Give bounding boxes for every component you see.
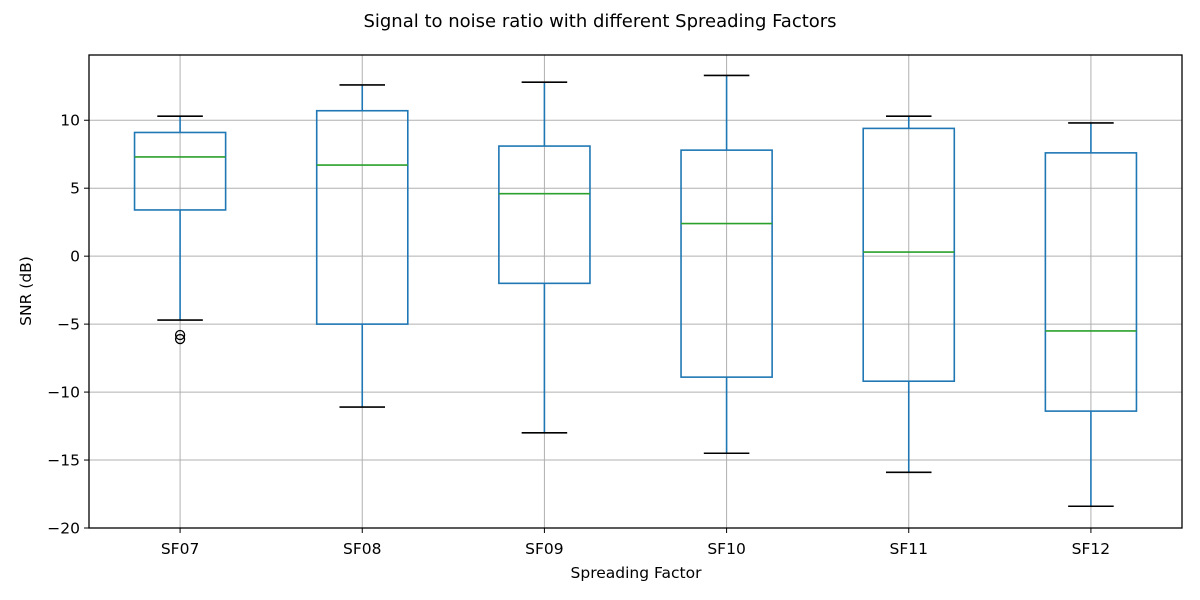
x-tick-label: SF09 (525, 540, 563, 558)
iqr-box (133, 131, 227, 211)
iqr-box (498, 145, 591, 285)
chart-title: Signal to noise ratio with different Spr… (363, 11, 836, 32)
y-tick-label: −10 (47, 384, 80, 402)
outlier-point (174, 329, 186, 341)
box-sf10 (680, 74, 773, 455)
iqr-box (315, 109, 409, 325)
y-tick-label: 5 (70, 180, 80, 198)
axes-frame (88, 54, 1183, 529)
iqr-box (680, 149, 773, 378)
x-tick-label: SF10 (707, 540, 745, 558)
x-tick-label: SF08 (343, 540, 381, 558)
outlier-point (174, 333, 186, 345)
box-sf11 (862, 115, 956, 474)
x-tick-label: SF11 (890, 540, 928, 558)
y-tick-label: 10 (60, 112, 80, 130)
x-tick-label: SF07 (161, 540, 199, 558)
box-sf08 (315, 84, 409, 408)
x-axis-label: Spreading Factor (571, 564, 703, 582)
box-sf07 (133, 115, 227, 345)
y-tick-label: −5 (57, 316, 80, 334)
axis-ticks: −20 −15 −10 −5 0 5 10 SF07 SF08 SF09 SF10 SF11 SF12 (47, 112, 1110, 558)
x-tick-label: SF12 (1072, 540, 1110, 558)
y-axis-label: SNR (dB) (17, 256, 35, 326)
y-tick-label: 0 (70, 248, 80, 266)
y-tick-label: −20 (47, 520, 80, 538)
iqr-box (1044, 152, 1138, 412)
iqr-box (862, 127, 956, 383)
box-sf12 (1044, 122, 1138, 508)
box-series (133, 74, 1138, 508)
y-tick-label: −15 (47, 452, 80, 470)
box-sf09 (498, 81, 591, 434)
